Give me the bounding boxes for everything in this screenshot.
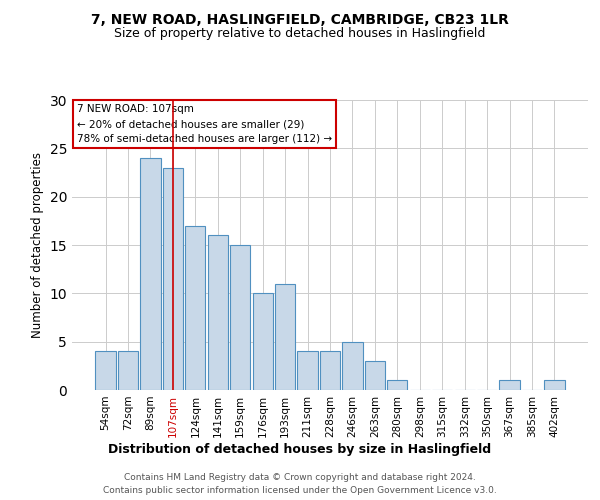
Text: 7, NEW ROAD, HASLINGFIELD, CAMBRIDGE, CB23 1LR: 7, NEW ROAD, HASLINGFIELD, CAMBRIDGE, CB… — [91, 12, 509, 26]
Bar — [499, 380, 520, 390]
Bar — [343, 342, 362, 390]
Bar — [95, 352, 116, 390]
Y-axis label: Number of detached properties: Number of detached properties — [31, 152, 44, 338]
Text: Contains public sector information licensed under the Open Government Licence v3: Contains public sector information licen… — [103, 486, 497, 495]
Bar — [298, 352, 317, 390]
Bar — [208, 236, 228, 390]
Bar — [365, 361, 385, 390]
Text: Distribution of detached houses by size in Haslingfield: Distribution of detached houses by size … — [109, 442, 491, 456]
Bar — [253, 294, 273, 390]
Bar — [163, 168, 183, 390]
Bar — [230, 245, 250, 390]
Text: Contains HM Land Registry data © Crown copyright and database right 2024.: Contains HM Land Registry data © Crown c… — [124, 472, 476, 482]
Bar — [320, 352, 340, 390]
Bar — [387, 380, 407, 390]
Bar — [185, 226, 205, 390]
Bar — [140, 158, 161, 390]
Text: Size of property relative to detached houses in Haslingfield: Size of property relative to detached ho… — [115, 28, 485, 40]
Bar — [118, 352, 138, 390]
Bar — [544, 380, 565, 390]
Text: 7 NEW ROAD: 107sqm
← 20% of detached houses are smaller (29)
78% of semi-detache: 7 NEW ROAD: 107sqm ← 20% of detached hou… — [77, 104, 332, 144]
Bar — [275, 284, 295, 390]
